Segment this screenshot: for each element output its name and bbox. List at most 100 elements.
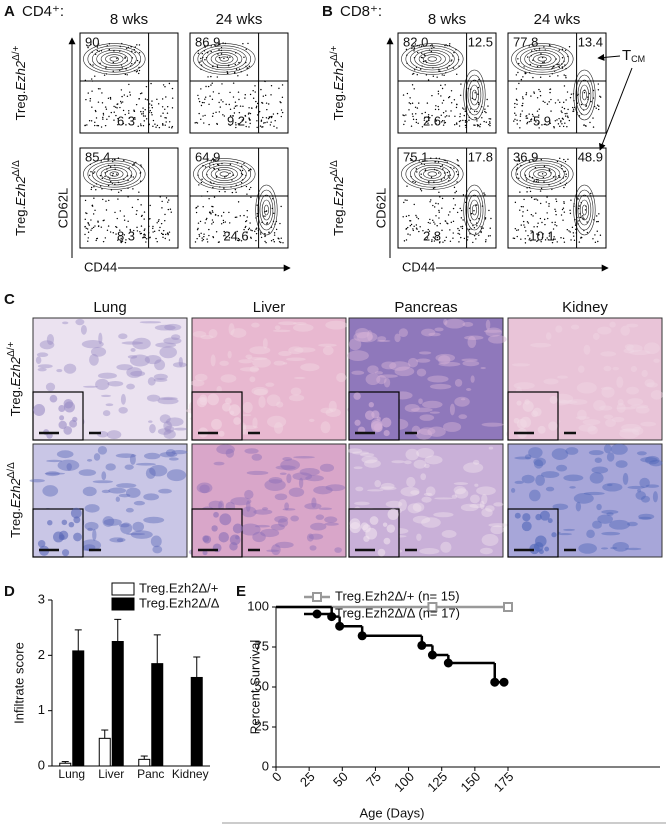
tissue-texture <box>159 451 178 458</box>
event-dot <box>533 198 536 200</box>
event-dot <box>273 125 275 128</box>
event-dot <box>138 191 140 193</box>
event-dot <box>244 97 246 99</box>
axis-label: CD62L <box>373 188 388 228</box>
tissue-texture <box>521 474 535 484</box>
row-label: Treg.Ezh2Δ/Δ <box>11 160 29 236</box>
event-dot <box>232 114 234 117</box>
event-dot <box>597 240 599 243</box>
event-dot <box>589 121 591 124</box>
event-dot <box>573 235 575 237</box>
tissue-texture <box>121 341 144 345</box>
event-dot <box>250 236 252 239</box>
row-label-prefix: Treg. <box>331 206 346 236</box>
event-dot <box>216 123 218 126</box>
event-dot <box>415 214 417 217</box>
inset-texture <box>58 404 66 412</box>
event-dot <box>161 207 163 209</box>
tissue-texture <box>374 371 384 375</box>
event-dot <box>565 75 567 77</box>
event-dot <box>548 233 551 235</box>
event-dot <box>117 198 119 200</box>
tissue-texture <box>334 547 342 553</box>
event-dot <box>443 172 446 174</box>
event-dot <box>171 107 174 109</box>
event-dot <box>144 234 146 236</box>
event-dot <box>526 123 528 125</box>
tissue-texture <box>246 470 269 476</box>
tissue-texture <box>646 382 658 388</box>
event-dot <box>569 209 571 212</box>
tissue-texture <box>353 331 374 342</box>
tissue-texture <box>89 353 99 366</box>
event-dot <box>248 118 251 120</box>
event-dot <box>248 227 251 229</box>
tissue-texture <box>171 334 181 341</box>
tissue-texture <box>422 400 443 409</box>
inset-texture <box>37 539 46 548</box>
tissue-texture <box>115 453 137 458</box>
tissue-texture <box>404 460 412 465</box>
event-dot <box>572 108 575 110</box>
event-dot <box>569 97 572 99</box>
event-dot <box>217 53 219 55</box>
tissue-texture <box>379 486 397 491</box>
contour <box>465 74 484 116</box>
event-dot <box>256 120 258 122</box>
event-dot <box>478 234 480 236</box>
histology-image <box>507 443 663 558</box>
event-dot <box>564 160 567 163</box>
event-dot <box>223 230 225 233</box>
event-dot <box>168 199 170 201</box>
contour <box>210 52 238 66</box>
annotation-main: T <box>622 47 631 64</box>
tissue-texture <box>264 479 286 491</box>
tissue-texture <box>394 333 401 343</box>
event-dot <box>209 163 211 165</box>
event-dot <box>99 88 101 90</box>
event-dot <box>136 209 138 212</box>
event-dot <box>475 232 477 234</box>
event-dot <box>247 67 249 69</box>
tissue-texture <box>163 429 176 440</box>
tissue-texture <box>298 477 304 489</box>
event-dot <box>453 51 455 54</box>
event-dot <box>145 85 148 88</box>
tissue-texture <box>421 517 441 528</box>
event-dot <box>514 102 516 105</box>
tissue-texture <box>470 375 475 383</box>
tissue-texture <box>406 476 416 488</box>
event-dot <box>480 226 482 228</box>
event-dot <box>103 74 106 76</box>
event-dot <box>478 78 480 81</box>
event-dot <box>416 73 419 76</box>
event-dot <box>206 238 208 240</box>
tissue-texture <box>589 472 604 484</box>
event-dot <box>555 58 557 60</box>
event-dot <box>128 117 131 119</box>
tissue-texture <box>310 522 327 531</box>
event-dot <box>415 121 418 124</box>
event-dot <box>531 230 534 232</box>
event-dot <box>563 186 565 189</box>
event-dot <box>134 116 136 119</box>
tissue-texture <box>150 535 162 548</box>
event-dot <box>94 171 96 173</box>
event-dot <box>94 75 96 77</box>
tissue-texture <box>84 504 100 513</box>
event-dot <box>402 114 404 116</box>
event-dot <box>489 118 492 120</box>
tissue-texture <box>159 396 178 401</box>
event-dot <box>120 241 122 244</box>
event-dot <box>430 199 432 201</box>
tissue-texture <box>252 357 271 368</box>
event-dot <box>541 236 544 239</box>
event-dot <box>86 124 88 126</box>
contour <box>423 169 442 179</box>
tissue-texture <box>443 421 462 432</box>
tissue-texture <box>178 356 183 367</box>
tissue-texture <box>479 500 485 510</box>
event-dot <box>569 231 571 233</box>
event-dot <box>250 229 252 231</box>
event-dot <box>590 100 592 103</box>
